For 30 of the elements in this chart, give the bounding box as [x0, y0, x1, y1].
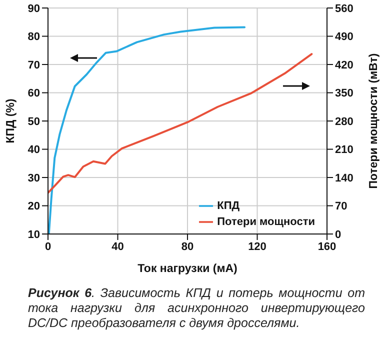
- y-tick-label: 10: [28, 228, 40, 241]
- y2-tick-label: 140: [335, 172, 354, 184]
- y-tick-label: 80: [28, 31, 40, 44]
- y2-tick-label: 350: [335, 88, 354, 100]
- y-tick-label: 60: [28, 88, 40, 100]
- y-axis-title: КПД (%): [5, 98, 18, 144]
- y-tick-label: 40: [28, 144, 40, 156]
- y-tick-label: 70: [28, 59, 40, 72]
- y2-tick-label: 280: [335, 116, 354, 128]
- x-tick-label: 80: [181, 240, 194, 253]
- legend-label: КПД: [217, 200, 240, 212]
- y-tick-label: 90: [28, 2, 40, 15]
- y2-tick-label: 70: [335, 200, 348, 213]
- x-tick-label: 160: [318, 240, 336, 253]
- y-tick-label: 30: [28, 172, 40, 184]
- y2-tick-label: 560: [335, 2, 354, 15]
- x-tick-label: 40: [112, 240, 124, 253]
- y2-axis-title: Потери мощности (мВт): [368, 53, 380, 189]
- legend-label: Потери мощности: [217, 216, 315, 228]
- text: Рисунок 6. Зависимость КПД и потерь мощности от тока нагрузки для асинхронного инвертирующего DC/DC преобразователя с двумя дросселями.: [28, 286, 365, 330]
- x-axis-title: Ток нагрузки (мА): [138, 263, 238, 275]
- y-tick-label: 20: [28, 200, 40, 213]
- y2-tick-label: 420: [335, 59, 354, 72]
- x-tick-label: 0: [44, 240, 52, 253]
- y-tick-label: 50: [28, 116, 40, 128]
- y2-tick-label: 490: [335, 31, 354, 44]
- x-tick-label: 120: [248, 240, 266, 253]
- line-series: [48, 53, 313, 194]
- y2-tick-label: 0: [335, 228, 342, 241]
- y2-tick-label: 210: [335, 144, 354, 156]
